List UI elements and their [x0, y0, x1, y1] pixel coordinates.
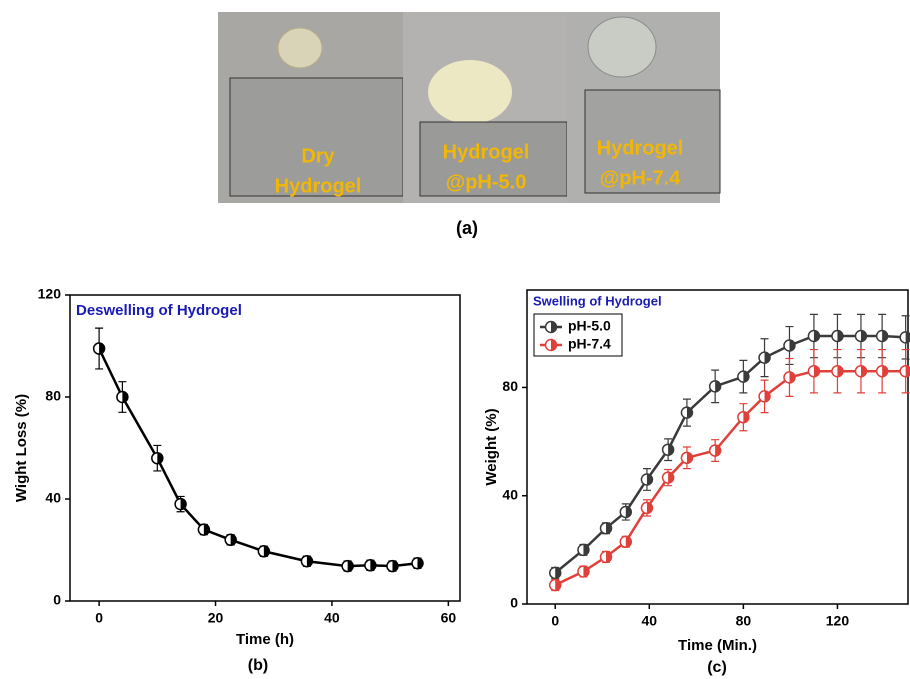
- x-tick-label: 40: [324, 610, 340, 626]
- marker-half: [764, 390, 771, 402]
- panel-label: (c): [707, 659, 727, 676]
- marker-half: [392, 560, 398, 572]
- panel-label: (a): [456, 218, 478, 238]
- x-tick-label: 120: [826, 613, 850, 629]
- marker-half: [180, 498, 187, 510]
- legend-marker-half: [551, 339, 557, 351]
- y-tick-label: 0: [53, 592, 61, 608]
- photo-label: Hydrogel: [443, 141, 530, 163]
- marker-half: [715, 445, 721, 457]
- x-tick-label: 0: [551, 613, 559, 629]
- x-tick-label: 0: [95, 610, 103, 626]
- marker-half: [583, 544, 589, 556]
- panel-label: (b): [248, 657, 268, 674]
- marker-half: [646, 473, 653, 485]
- y-tick-label: 80: [502, 378, 518, 394]
- legend-marker-half: [551, 321, 557, 333]
- marker-half: [203, 524, 210, 536]
- marker-half: [743, 371, 749, 383]
- legend: pH-5.0 pH-7.4: [533, 313, 623, 357]
- marker-half: [122, 391, 128, 403]
- marker-half: [789, 371, 795, 383]
- photo-label: Dry: [301, 145, 335, 167]
- marker-half: [882, 365, 888, 377]
- marker-half: [837, 365, 843, 377]
- marker-half: [370, 559, 376, 571]
- legend-label: pH-7.4: [568, 336, 611, 352]
- marker-half: [813, 330, 820, 342]
- plot-frame: [526, 289, 909, 605]
- sample: [587, 16, 657, 78]
- marker-half: [837, 330, 843, 342]
- series-line: [97, 348, 418, 568]
- marker-half: [764, 352, 771, 364]
- marker-half: [417, 557, 424, 569]
- marker-half: [668, 472, 674, 484]
- plot-frame: [69, 294, 461, 602]
- x-axis-label: Time (Min.): [678, 637, 757, 654]
- chart: 0 40 80 120 0 40 80 Time (Min.) Weight (%) Swelli…: [483, 289, 910, 676]
- marker-half: [230, 534, 237, 546]
- marker-half: [789, 339, 795, 351]
- legend-label: pH-5.0: [568, 318, 611, 334]
- photo-panel: Dry Hydrogel Hydrogel @pH-5.0 Hydrogel @…: [218, 12, 721, 238]
- chart: 0 20 40 60 0 40 80 120 Time (h) Wight Loss (%) Des…: [13, 286, 461, 674]
- y-tick-label: 120: [38, 286, 62, 302]
- marker-half: [606, 522, 612, 534]
- marker-half: [263, 545, 270, 557]
- marker-half: [860, 365, 867, 377]
- marker-half: [905, 365, 910, 377]
- photo-label: Hydrogel: [275, 175, 362, 197]
- y-tick-label: 80: [45, 388, 61, 404]
- marker-half: [882, 330, 888, 342]
- marker-half: [583, 566, 589, 578]
- chart-title: Deswelling of Hydrogel: [76, 302, 242, 319]
- y-axis-label: Wight Loss (%): [13, 394, 30, 502]
- photo-label: Hydrogel: [597, 137, 684, 159]
- ruler: [229, 77, 404, 197]
- series-line: [554, 334, 906, 574]
- marker-half: [625, 536, 632, 548]
- marker-half: [157, 452, 163, 464]
- marker-half: [860, 330, 867, 342]
- marker-half: [306, 555, 313, 567]
- y-tick-label: 40: [45, 490, 61, 506]
- marker-half: [743, 411, 749, 423]
- marker-half: [715, 380, 721, 392]
- marker-half: [347, 560, 354, 572]
- y-tick-label: 0: [510, 595, 518, 611]
- x-tick-label: 40: [642, 613, 658, 629]
- marker-half: [686, 407, 693, 419]
- marker-half: [686, 452, 693, 464]
- series-line: [554, 369, 906, 587]
- marker-half: [905, 331, 910, 343]
- photo-label: @pH-7.4: [600, 167, 682, 189]
- x-axis-label: Time (h): [236, 631, 294, 648]
- marker-half: [555, 567, 561, 579]
- marker-half: [668, 444, 674, 456]
- x-tick-label: 60: [441, 610, 457, 626]
- marker-half: [555, 579, 561, 591]
- marker-half: [606, 551, 612, 563]
- y-tick-label: 40: [502, 486, 518, 502]
- marker-half: [99, 343, 105, 355]
- marker-half: [625, 506, 632, 518]
- marker-half: [646, 502, 653, 514]
- x-tick-label: 80: [736, 613, 752, 629]
- y-axis-label: Weight (%): [483, 408, 500, 485]
- ruler: [584, 89, 721, 194]
- x-tick-label: 20: [208, 610, 224, 626]
- chart-title: Swelling of Hydrogel: [533, 293, 662, 308]
- marker-half: [813, 365, 820, 377]
- sample: [428, 60, 512, 124]
- photo-label: @pH-5.0: [446, 171, 527, 193]
- sample: [277, 27, 323, 69]
